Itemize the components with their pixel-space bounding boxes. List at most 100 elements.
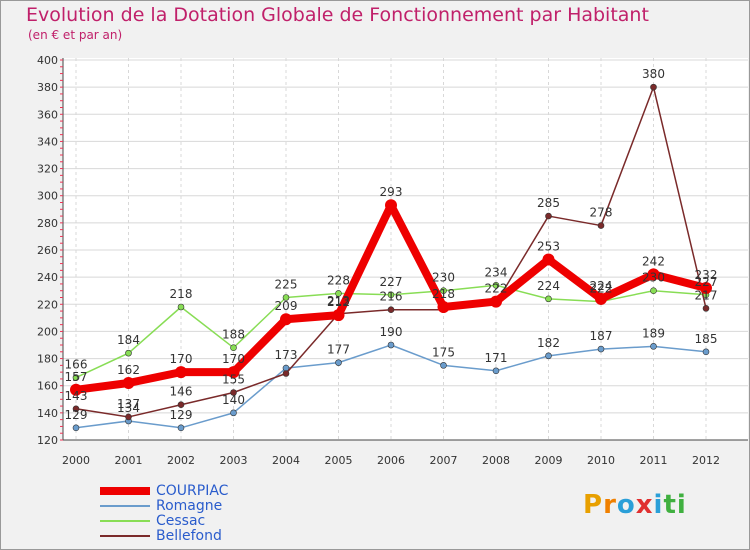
x-tick-label: 2003	[220, 454, 248, 467]
data-label-romagne: 175	[432, 345, 455, 359]
legend-item-bellefond: Bellefond	[100, 529, 228, 544]
x-tick-label: 2001	[115, 454, 143, 467]
y-tick-label: 240	[37, 271, 58, 284]
data-label-romagne: 185	[695, 332, 718, 346]
data-point-cessac	[177, 303, 185, 311]
data-label-romagne: 177	[327, 343, 350, 357]
data-label-bellefond: 380	[642, 67, 665, 81]
data-point-romagne	[492, 367, 500, 375]
y-tick-label: 320	[37, 163, 58, 176]
data-point-romagne	[230, 409, 237, 417]
data-point-bellefond	[650, 83, 657, 91]
y-tick-label: 300	[37, 190, 58, 203]
data-label-romagne: 129	[65, 408, 88, 422]
data-label-cessac: 228	[327, 273, 350, 287]
data-label-cessac: 166	[65, 358, 88, 372]
data-point-cessac	[650, 287, 657, 295]
data-point-romagne	[335, 359, 342, 366]
data-point-bellefond	[125, 413, 132, 421]
data-label-romagne: 140	[222, 393, 245, 407]
y-tick-label: 160	[37, 380, 58, 393]
data-label-romagne: 190	[380, 325, 403, 339]
data-point-courpiac	[647, 268, 660, 281]
data-label-cessac: 222	[590, 282, 613, 296]
x-tick-label: 2000	[62, 454, 90, 467]
data-point-courpiac	[542, 253, 555, 266]
data-point-courpiac	[175, 366, 187, 379]
data-point-cessac	[230, 344, 237, 352]
legend-label: Cessac	[156, 513, 206, 529]
chart-subtitle: (en € et par an)	[28, 28, 123, 42]
data-label-cessac: 234	[485, 265, 508, 279]
data-point-bellefond	[545, 212, 552, 220]
legend-label: Bellefond	[156, 528, 222, 544]
data-label-bellefond: 213	[327, 294, 350, 308]
data-label-cessac: 225	[275, 278, 298, 292]
legend-swatch	[100, 520, 150, 522]
y-tick-label: 140	[37, 407, 58, 420]
data-point-bellefond	[702, 305, 710, 312]
logo-letter: o	[616, 490, 636, 520]
data-point-bellefond	[230, 389, 237, 396]
data-point-cessac	[282, 294, 290, 301]
legend-label: Romagne	[156, 498, 223, 514]
data-label-romagne: 171	[485, 351, 508, 365]
data-label-courpiac: 209	[275, 299, 298, 313]
data-label-courpiac: 222	[485, 282, 508, 296]
y-tick-label: 200	[37, 325, 58, 338]
logo-letter: x	[635, 490, 654, 520]
data-label-bellefond: 278	[590, 206, 613, 220]
x-tick-label: 2012	[692, 454, 720, 467]
y-tick-label: 360	[37, 108, 58, 121]
data-label-cessac: 188	[222, 328, 245, 342]
data-label-romagne: 187	[590, 329, 613, 343]
x-tick-label: 2009	[535, 454, 563, 467]
x-tick-label: 2008	[482, 454, 510, 467]
data-point-bellefond	[282, 370, 290, 377]
data-point-romagne	[702, 348, 710, 356]
chart-legend: COURPIAC Romagne Cessac Bellefond	[100, 484, 228, 544]
legend-swatch	[100, 505, 150, 507]
data-point-courpiac	[70, 383, 82, 396]
data-label-bellefond: 285	[537, 196, 560, 210]
data-label-courpiac: 218	[432, 287, 455, 301]
y-tick-label: 400	[37, 54, 58, 67]
data-point-cessac	[440, 287, 447, 295]
data-point-courpiac	[595, 292, 607, 305]
x-tick-label: 2010	[587, 454, 615, 467]
y-tick-label: 260	[37, 244, 58, 257]
data-label-courpiac: 170	[222, 352, 245, 366]
proxiti-logo: Proxiti	[583, 490, 687, 520]
data-point-romagne	[650, 343, 657, 350]
x-tick-label: 2007	[430, 454, 458, 467]
plot-area	[63, 58, 748, 440]
data-label-romagne: 129	[170, 408, 193, 422]
x-tick-label: 2004	[272, 454, 300, 467]
data-label-bellefond: 146	[170, 385, 193, 399]
logo-letter: r	[603, 490, 617, 520]
x-tick-label: 2006	[377, 454, 405, 467]
logo-letter: i	[676, 490, 687, 520]
data-point-romagne	[597, 345, 605, 353]
data-point-cessac	[387, 291, 395, 299]
data-label-bellefond: 137	[117, 397, 140, 411]
data-label-cessac: 227	[695, 275, 718, 289]
data-label-romagne: 134	[117, 401, 140, 415]
data-label-cessac: 218	[170, 287, 193, 301]
legend-swatch	[100, 535, 150, 537]
chart-title: Evolution de la Dotation Globale de Fonc…	[26, 4, 649, 26]
data-label-courpiac: 242	[642, 254, 665, 268]
data-label-cessac: 227	[380, 275, 403, 289]
data-point-romagne	[177, 424, 185, 432]
data-point-romagne	[72, 424, 80, 432]
data-point-courpiac	[227, 366, 240, 379]
logo-letter: t	[663, 490, 677, 520]
y-tick-label: 280	[37, 217, 58, 230]
data-label-bellefond: 155	[222, 373, 245, 387]
y-tick-label: 340	[37, 135, 58, 148]
data-point-courpiac	[490, 295, 502, 308]
data-point-courpiac	[280, 313, 292, 326]
data-point-cessac	[72, 374, 80, 381]
data-label-courpiac: 212	[327, 295, 350, 309]
data-point-courpiac	[332, 309, 345, 322]
